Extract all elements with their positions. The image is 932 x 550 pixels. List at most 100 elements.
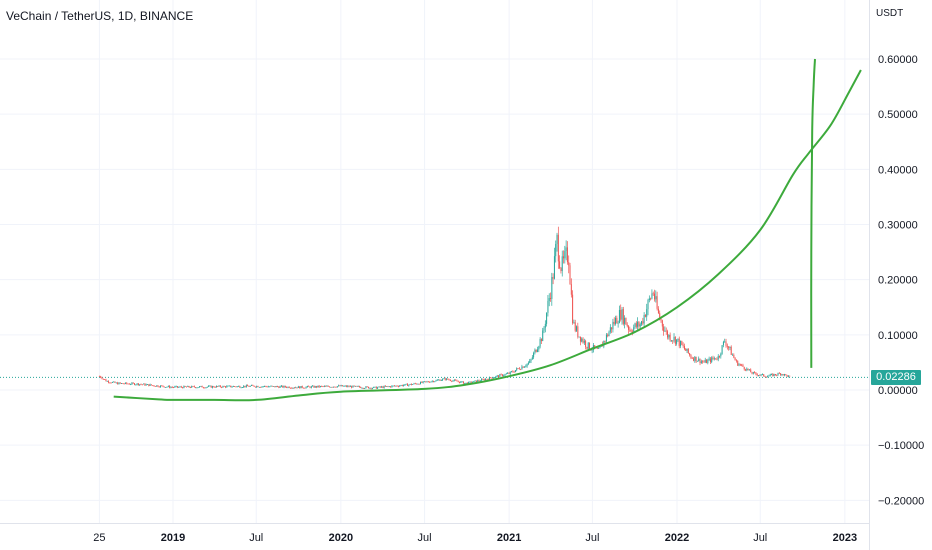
candle-body xyxy=(110,382,112,384)
candle-body xyxy=(677,338,679,340)
candle-body xyxy=(555,244,557,257)
candle-body xyxy=(494,377,496,379)
drawings[interactable] xyxy=(113,58,862,402)
drawn-growth-curve[interactable] xyxy=(113,69,862,402)
candle-body xyxy=(771,373,773,375)
candle-body xyxy=(453,379,455,381)
candle-body xyxy=(365,386,367,389)
candle-body xyxy=(534,349,536,354)
candle-body xyxy=(738,364,740,366)
candle-body xyxy=(530,359,532,361)
candle-body xyxy=(680,340,682,347)
candle-body xyxy=(561,256,563,272)
candle-body xyxy=(483,379,485,381)
candle-body xyxy=(535,349,537,352)
candle-body xyxy=(643,315,645,324)
candle-body xyxy=(128,383,130,385)
candle-body xyxy=(660,318,662,321)
candle-body xyxy=(401,385,403,386)
candle-body xyxy=(630,330,632,332)
candle-body xyxy=(175,386,177,387)
candle-body xyxy=(326,385,328,387)
x-tick-label: 2023 xyxy=(833,532,857,544)
candle-body xyxy=(607,334,609,337)
candle-body xyxy=(629,329,631,331)
candle-body xyxy=(308,386,310,387)
candle-body xyxy=(375,386,377,389)
candle-body xyxy=(330,386,332,388)
candle-body xyxy=(750,369,752,373)
candle-body xyxy=(767,376,769,378)
candle-body xyxy=(440,380,442,381)
candle-body xyxy=(478,380,480,382)
candle-body xyxy=(228,385,230,387)
candle-body xyxy=(430,381,432,383)
candle-body xyxy=(123,383,125,385)
candle-body xyxy=(676,339,678,344)
candle-body xyxy=(284,385,286,388)
candle-body xyxy=(382,386,384,388)
candle-body xyxy=(457,381,459,383)
candle-body xyxy=(579,336,581,342)
candle-body xyxy=(626,324,628,327)
candle-body xyxy=(126,382,128,384)
candle-body xyxy=(301,386,303,388)
candle-body xyxy=(475,380,477,383)
candle-body xyxy=(215,386,217,388)
candle-body xyxy=(699,358,701,364)
candle-body xyxy=(206,386,208,388)
candle-body xyxy=(690,355,692,358)
candle-body xyxy=(143,383,145,385)
candle-body xyxy=(277,386,279,387)
candle-body xyxy=(429,382,431,383)
candle-body xyxy=(210,385,212,388)
candle-body xyxy=(577,326,579,337)
candle-body xyxy=(431,381,433,382)
candle-body xyxy=(726,345,728,347)
candle-body xyxy=(689,353,691,356)
candle-body xyxy=(702,361,704,363)
candle-body xyxy=(518,368,520,370)
candle-body xyxy=(551,277,553,299)
drawn-vertical-line[interactable] xyxy=(810,58,816,368)
candle-body xyxy=(204,387,206,389)
x-tick-label: 25 xyxy=(93,532,105,544)
candle-body xyxy=(695,356,697,362)
candle-body xyxy=(292,387,294,389)
candle-body xyxy=(599,346,601,349)
candle-body xyxy=(574,322,576,331)
y-tick-label: 0.10000 xyxy=(878,330,918,342)
candle-body xyxy=(196,387,198,389)
candle-body xyxy=(232,386,234,387)
candle-body xyxy=(361,387,363,389)
candle-body xyxy=(297,386,299,389)
candle-body xyxy=(525,365,527,367)
x-tick-label: Jul xyxy=(753,532,767,544)
candle-body xyxy=(117,382,119,385)
candle-body xyxy=(147,384,149,385)
candle-body xyxy=(615,317,617,324)
candle-body xyxy=(508,373,510,374)
candle-body xyxy=(637,321,639,327)
candle-body xyxy=(433,381,435,382)
candle-body xyxy=(651,293,653,299)
candle-body xyxy=(609,327,611,332)
candle-body xyxy=(739,364,741,366)
candle-body xyxy=(189,387,191,389)
candle-body xyxy=(479,380,481,382)
candle-body xyxy=(339,385,341,387)
candle-body xyxy=(716,359,718,361)
candle-body xyxy=(728,346,730,348)
candle-body xyxy=(507,373,509,374)
candle-body xyxy=(334,386,336,388)
candle-body xyxy=(200,385,202,387)
candle-body xyxy=(144,383,146,386)
candle-body xyxy=(439,379,441,381)
candle-body xyxy=(344,385,346,387)
candle-body xyxy=(313,385,315,388)
candle-body xyxy=(786,375,788,377)
candle-body xyxy=(661,320,663,327)
